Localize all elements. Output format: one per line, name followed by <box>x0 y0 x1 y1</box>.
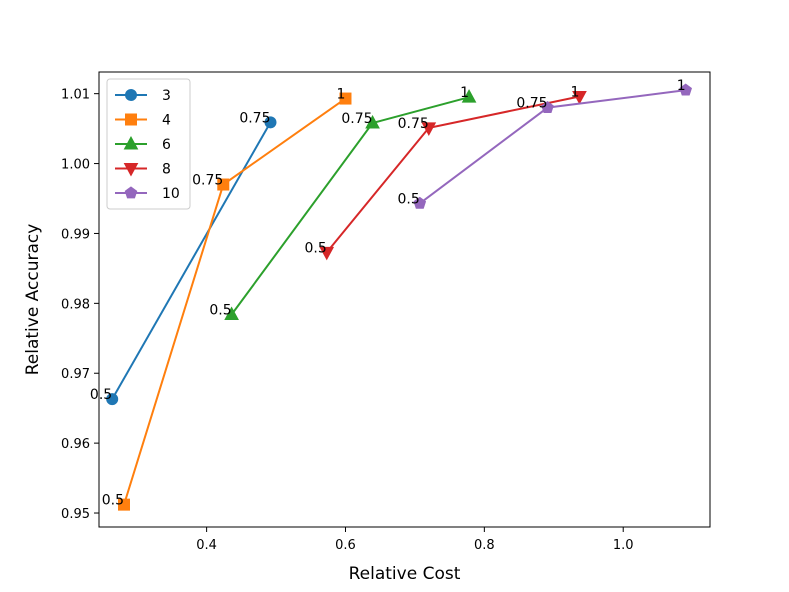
data-point <box>541 101 554 113</box>
series-3: 0.5 0.75 <box>90 110 277 406</box>
y-axis-label: Relative Accuracy <box>23 224 43 376</box>
data-point <box>339 92 352 105</box>
legend-label: 8 <box>162 162 171 178</box>
data-point <box>106 393 119 406</box>
y-tick-label: 1.00 <box>61 158 90 173</box>
data-point <box>421 122 437 136</box>
point-label: 0.5 <box>209 303 231 319</box>
point-label: 0.75 <box>341 111 372 127</box>
series-4: 0.5 0.75 1 <box>102 87 352 511</box>
legend-item: 10 <box>115 186 180 202</box>
point-label: 0.5 <box>304 240 326 256</box>
y-tick-label: 0.96 <box>61 437 90 452</box>
point-label: 0.5 <box>398 191 420 207</box>
y-axis: 0.95 0.96 0.97 0.98 0.99 1.00 1.01 <box>61 88 99 522</box>
series-10: 0.5 0.75 1 <box>398 78 692 209</box>
data-point <box>319 246 335 261</box>
legend-box <box>106 78 191 210</box>
legend-item: 3 <box>115 88 171 104</box>
y-tick-label: 0.97 <box>61 367 90 382</box>
point-label: 1 <box>571 84 580 100</box>
legend-marker <box>124 186 138 199</box>
point-label: 0.75 <box>192 173 223 189</box>
plot-series: 0.5 0.75 0.5 0.75 1 0.5 0.75 1 0.5 0.75 1 0.5 0.75 1 <box>90 78 692 511</box>
y-tick-label: 0.98 <box>61 297 90 312</box>
data-point <box>217 178 230 191</box>
x-axis: 0.4 0.6 0.8 1.0 <box>196 527 634 553</box>
x-tick-label: 1.0 <box>613 538 634 553</box>
x-tick-label: 0.6 <box>335 538 356 553</box>
legend-marker <box>125 113 137 126</box>
x-tick-label: 0.8 <box>474 538 495 553</box>
plot-frame <box>98 71 711 528</box>
data-point <box>413 196 427 209</box>
legend-marker <box>123 163 139 177</box>
data-point <box>264 116 277 129</box>
point-label: 1 <box>677 78 686 94</box>
point-label: 0.75 <box>239 110 270 126</box>
point-label: 0.5 <box>90 387 112 403</box>
series-line <box>111 121 272 400</box>
point-label: 1 <box>460 85 469 101</box>
data-point <box>365 114 380 129</box>
data-point <box>572 90 587 105</box>
legend-label: 4 <box>162 113 171 129</box>
data-point <box>117 498 130 511</box>
point-label: 0.5 <box>102 493 124 509</box>
data-point <box>461 89 477 103</box>
legend-label: 3 <box>162 88 171 104</box>
y-tick-label: 0.95 <box>61 507 90 522</box>
series-6: 0.5 0.75 1 <box>209 85 477 321</box>
legend-item: 4 <box>115 113 171 129</box>
x-axis-label: Relative Cost <box>349 564 461 584</box>
legend: 3 4 6 8 10 <box>106 78 191 210</box>
legend-label: 10 <box>162 186 180 202</box>
point-label: 1 <box>337 87 346 103</box>
legend-label: 6 <box>162 137 171 153</box>
y-tick-label: 0.99 <box>61 227 90 242</box>
legend-item: 6 <box>115 135 171 153</box>
y-tick-label: 1.01 <box>61 88 90 103</box>
data-point <box>679 83 692 96</box>
point-label: 0.75 <box>516 96 547 112</box>
legend-marker <box>123 135 139 150</box>
data-point <box>224 306 239 321</box>
point-label: 0.75 <box>398 116 429 132</box>
x-tick-label: 0.4 <box>196 538 217 553</box>
legend-marker <box>125 89 137 101</box>
series-8: 0.5 0.75 1 <box>304 84 587 261</box>
legend-item: 8 <box>115 162 171 178</box>
